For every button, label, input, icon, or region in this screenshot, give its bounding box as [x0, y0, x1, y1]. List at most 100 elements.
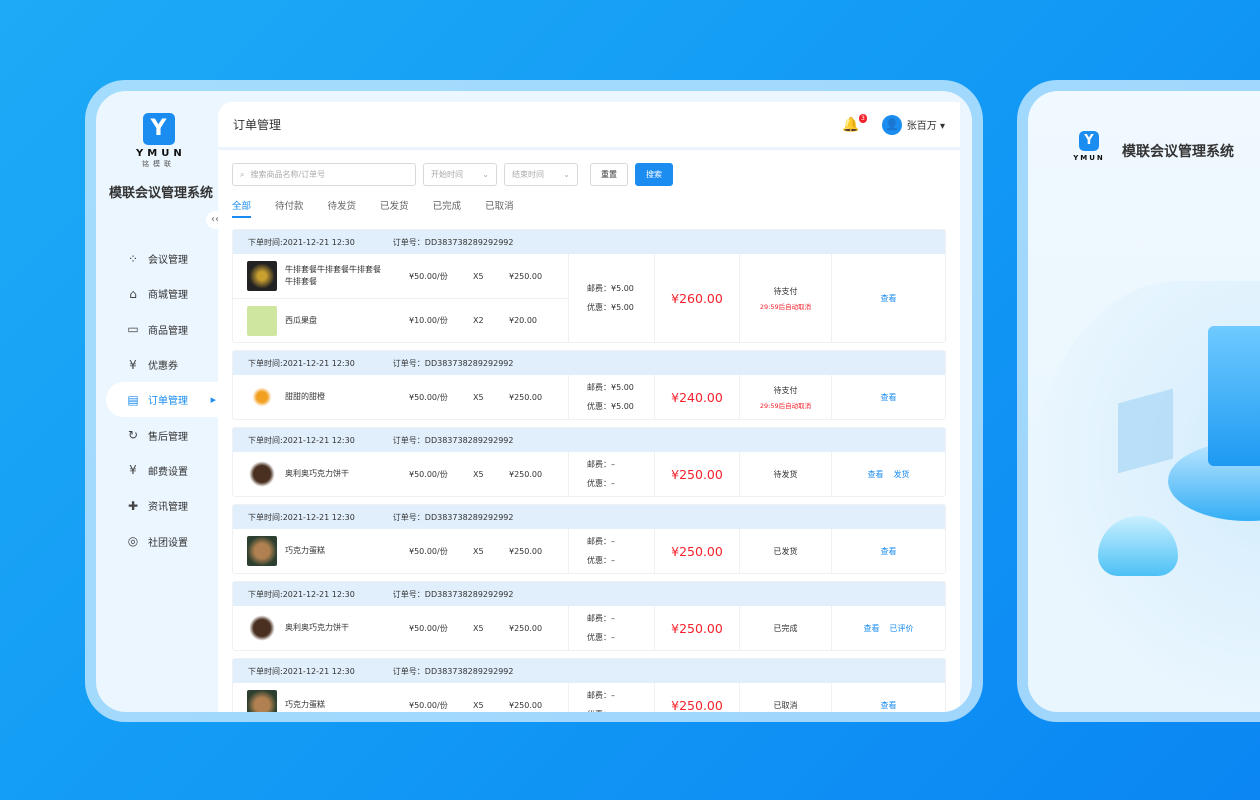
- sidebar-item-label: 优惠券: [148, 361, 178, 373]
- order-header: 下单时间:2021-12-21 12:30 订单号：DD3837382892929…: [233, 505, 945, 529]
- order-action-link[interactable]: 查看: [880, 546, 897, 556]
- system-name-large: 模联会议管理系统: [1122, 144, 1234, 160]
- sidebar-item-4[interactable]: ▤ 订单管理 ▶: [106, 382, 218, 418]
- product-name: 牛排套餐牛排套餐牛排套餐牛排套餐: [285, 265, 381, 286]
- order-time: 下单时间:2021-12-21 12:30: [248, 358, 355, 368]
- subtotal: ¥250.00: [509, 392, 543, 402]
- discount: 优惠：–: [587, 479, 615, 488]
- service-icon: ↻: [127, 428, 139, 443]
- order-action-link[interactable]: 查看: [867, 469, 884, 479]
- search-icon: ⌕: [240, 169, 245, 179]
- order-header: 下单时间:2021-12-21 12:30 订单号：DD3837382892929…: [233, 428, 945, 452]
- end-placeholder: 结束时间: [512, 170, 544, 179]
- sidebar-item-8[interactable]: ◎ 社团设置: [106, 523, 218, 558]
- product-row: 巧克力蛋糕 ¥50.00/份 X5 ¥250.00: [233, 683, 568, 712]
- start-date-picker[interactable]: 开始时间 ⌄: [423, 163, 497, 186]
- sidebar-item-2[interactable]: ▭ 商品管理: [106, 312, 218, 347]
- order-status: 待发货: [773, 469, 798, 479]
- tab-4[interactable]: 已完成: [432, 201, 462, 212]
- sidebar-item-1[interactable]: ⌂ 商城管理: [106, 276, 218, 311]
- unit-price: ¥10.00/份: [409, 316, 448, 325]
- product-row: 巧克力蛋糕 ¥50.00/份 X5 ¥250.00: [233, 529, 568, 573]
- product-name: 甜甜的甜橙: [285, 392, 325, 401]
- product-image: [247, 382, 277, 412]
- sidebar-item-6[interactable]: ¥ 邮费设置: [106, 453, 218, 488]
- grid-icon: ⁘: [127, 251, 139, 266]
- order-card: 下单时间:2021-12-21 12:30 订单号：DD3837382892929…: [232, 581, 946, 651]
- sidebar-item-3[interactable]: ¥ 优惠券: [106, 347, 218, 382]
- order-action-link[interactable]: 查看: [863, 623, 880, 633]
- order-number: 订单号：DD383738289292992: [392, 358, 514, 368]
- unit-price: ¥50.00/份: [409, 700, 448, 710]
- tab-2[interactable]: 待发货: [327, 201, 357, 212]
- subtotal: ¥250.00: [509, 271, 543, 281]
- product-row: 甜甜的甜橙 ¥50.00/份 X5 ¥250.00: [233, 375, 568, 419]
- sidebar-item-5[interactable]: ↻ 售后管理: [106, 417, 218, 452]
- order-card: 下单时间:2021-12-21 12:30 订单号：DD3837382892929…: [232, 350, 946, 420]
- order-action-link[interactable]: 查看: [880, 293, 897, 303]
- shipping-fee: 邮费：¥5.00: [587, 284, 634, 293]
- search-button[interactable]: 搜索: [635, 163, 673, 186]
- unit-price: ¥50.00/份: [409, 271, 448, 281]
- quantity: X5: [473, 469, 484, 479]
- end-date-picker[interactable]: 结束时间 ⌄: [504, 163, 578, 186]
- caret-right-icon: ▶: [210, 395, 216, 404]
- settings-icon: ◎: [127, 534, 139, 549]
- product-image: [247, 261, 277, 291]
- order-number: 订单号：DD383738289292992: [392, 666, 514, 676]
- order-header: 下单时间:2021-12-21 12:30 订单号：DD3837382892929…: [233, 582, 945, 606]
- order-total: ¥250.00: [655, 606, 740, 650]
- system-name: 模联会议管理系统: [109, 186, 214, 201]
- product-image: [247, 536, 277, 566]
- search-input[interactable]: ⌕ 搜索商品名称/订单号: [232, 163, 416, 186]
- sidebar-item-label: 会议管理: [148, 255, 188, 267]
- sidebar-item-7[interactable]: ✚ 资讯管理: [106, 488, 218, 523]
- quantity: X5: [473, 271, 484, 281]
- avatar[interactable]: 👤: [881, 114, 902, 135]
- discount: 优惠：–: [587, 556, 615, 565]
- discount: 优惠：–: [587, 633, 615, 642]
- order-total: ¥250.00: [655, 529, 740, 573]
- order-action-link[interactable]: 已评价: [889, 623, 914, 633]
- order-header: 下单时间:2021-12-21 12:30 订单号：DD3837382892929…: [233, 351, 945, 375]
- sidebar-item-label: 售后管理: [148, 431, 188, 443]
- order-action-link[interactable]: 查看: [880, 700, 897, 710]
- user-menu[interactable]: 张百万 ▾: [906, 121, 945, 132]
- chevron-down-icon: ⌄: [563, 170, 570, 179]
- tab-0[interactable]: 全部: [232, 198, 252, 218]
- status-tabs: 全部 待付款 待发货 已发货 已完成 已取消: [232, 198, 514, 218]
- order-total: ¥240.00: [655, 375, 740, 419]
- tab-3[interactable]: 已发货: [380, 201, 409, 212]
- unit-price: ¥50.00/份: [409, 623, 448, 633]
- discount: 优惠：¥5.00: [587, 402, 634, 411]
- tab-5[interactable]: 已取消: [485, 201, 514, 212]
- product-name: 奥利奥巧克力饼干: [285, 469, 349, 478]
- product-name: 巧克力蛋糕: [285, 700, 325, 709]
- order-number: 订单号：DD383738289292992: [392, 237, 514, 247]
- order-header: 下单时间:2021-12-21 12:30 订单号：DD3837382892929…: [233, 230, 945, 254]
- reset-button[interactable]: 重置: [590, 163, 628, 186]
- bell-icon[interactable]: 🔔 3: [842, 113, 867, 133]
- order-action-link[interactable]: 查看: [880, 392, 897, 402]
- shipping-fee: 邮费：–: [587, 614, 615, 623]
- store-icon: ⌂: [129, 286, 137, 301]
- news-icon: ✚: [127, 498, 139, 513]
- brand-logo-small: Y YMUN: [1073, 131, 1105, 162]
- quantity: X5: [473, 623, 484, 633]
- brand-logo: Y YMUN 铭模联: [136, 113, 182, 169]
- product-row: 奥利奥巧克力饼干 ¥50.00/份 X5 ¥250.00: [233, 452, 568, 496]
- order-action-link[interactable]: 发货: [893, 469, 910, 479]
- product-name: 西瓜果盘: [285, 315, 317, 325]
- sidebar-item-label: 邮费设置: [148, 466, 188, 478]
- order-header: 下单时间:2021-12-21 12:30 订单号：DD3837382892929…: [233, 659, 945, 683]
- subtotal: ¥250.00: [509, 700, 543, 710]
- product-image: [247, 459, 277, 489]
- unit-price: ¥50.00/份: [409, 469, 448, 479]
- quantity: X5: [473, 392, 484, 402]
- unit-price: ¥50.00/份: [409, 546, 448, 556]
- discount: 优惠：–: [587, 709, 615, 712]
- chevron-down-icon: ⌄: [482, 170, 489, 179]
- user-name: 张百万: [906, 121, 937, 132]
- tab-1[interactable]: 待付款: [275, 201, 304, 212]
- sidebar-item-0[interactable]: ⁘ 会议管理: [106, 241, 218, 276]
